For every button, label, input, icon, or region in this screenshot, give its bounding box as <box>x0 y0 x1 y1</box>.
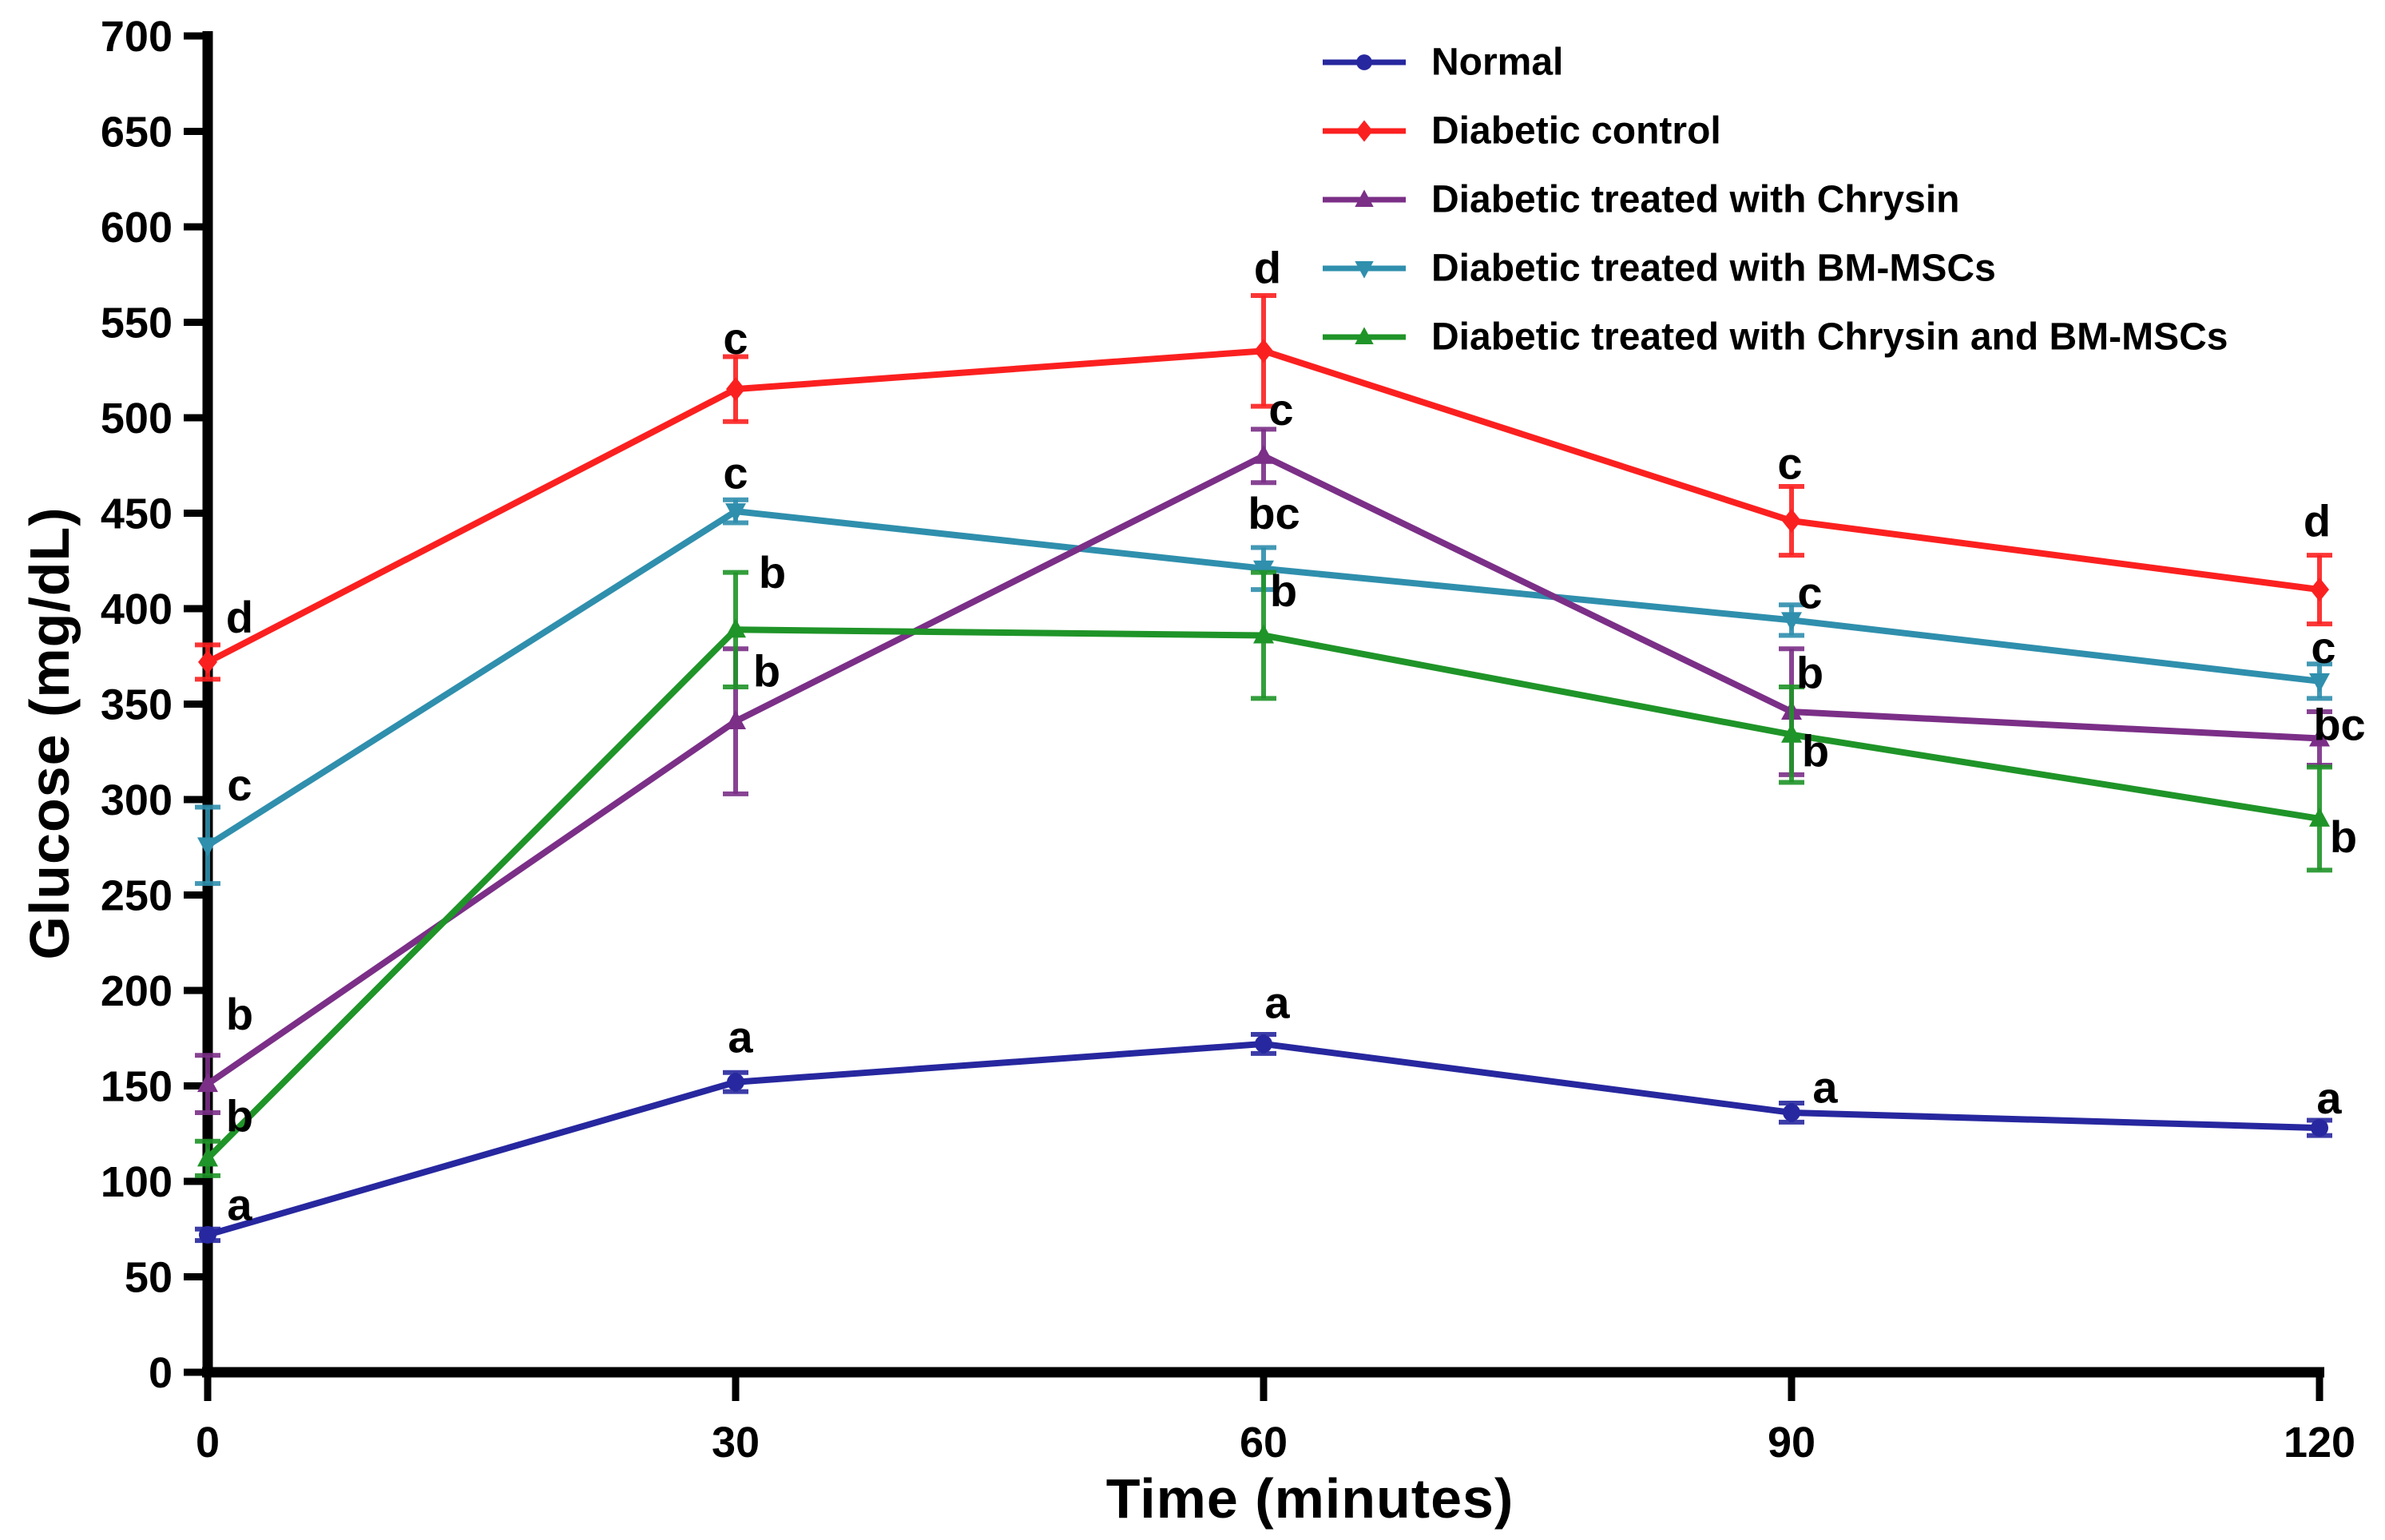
sig-letter: b <box>759 547 786 597</box>
marker-triangle <box>725 710 746 730</box>
marker-diamond <box>1782 509 1801 534</box>
axes <box>202 31 2324 1378</box>
legend-label: Diabetic control <box>1431 110 1721 153</box>
sig-letter: c <box>1777 439 1802 489</box>
sig-letter: c <box>1797 568 1822 618</box>
marker-triangle <box>2309 727 2330 747</box>
y-tick-label: 400 <box>101 585 173 633</box>
y-tick-label: 100 <box>101 1158 173 1206</box>
sig-letter: c <box>723 447 748 498</box>
marker-diamond <box>198 649 217 674</box>
x-tick-label: 0 <box>196 1419 220 1467</box>
marker-triangle-down <box>1781 612 1802 632</box>
sig-letter: bc <box>2313 700 2365 750</box>
legend-label: Diabetic treated with Chrysin <box>1431 179 1959 221</box>
marker-triangle <box>1253 624 1274 644</box>
series-diabetic-treated-with-bm-mscs <box>195 497 2332 887</box>
y-tick-label: 500 <box>101 395 173 443</box>
y-tick-label: 50 <box>125 1254 173 1302</box>
series-normal <box>195 1031 2332 1244</box>
marker-triangle-down <box>1355 261 1374 279</box>
x-tick-label: 120 <box>2284 1419 2355 1467</box>
legend-label: Normal <box>1431 42 1563 84</box>
marker-triangle-down <box>197 837 218 857</box>
sig-letter: b <box>2330 812 2357 862</box>
sig-letter: a <box>2316 1073 2342 1123</box>
legend-label: Diabetic treated with BM-MSCs <box>1431 248 1996 290</box>
y-tick-label: 300 <box>101 776 173 824</box>
sig-letter: a <box>227 1179 252 1229</box>
marker-diamond <box>1254 339 1273 363</box>
marker-triangle-down <box>2309 673 2330 693</box>
y-tick-label: 250 <box>101 872 173 920</box>
marker-diamond <box>726 377 745 402</box>
sig-letter: d <box>1254 243 1281 293</box>
sig-letter: a <box>1812 1062 1838 1113</box>
sig-letter: c <box>2311 622 2335 673</box>
y-tick-label: 550 <box>101 300 173 347</box>
sig-letter: a <box>1264 977 1290 1027</box>
marker-triangle <box>1253 444 1274 464</box>
marker-diamond <box>2310 578 2329 602</box>
y-tick-label: 650 <box>101 109 173 157</box>
y-tick-label: 150 <box>101 1063 173 1111</box>
sig-letter: b <box>753 646 780 697</box>
marker-diamond <box>1355 120 1373 142</box>
y-tick-label: 0 <box>149 1349 173 1397</box>
marker-triangle <box>1355 327 1374 344</box>
y-tick-label: 200 <box>101 967 173 1015</box>
marker-triangle <box>725 618 746 638</box>
sig-letter: b <box>1270 566 1297 616</box>
series-line <box>206 1040 2320 1238</box>
y-axis-ticks: 0 50 100 150 200 250 300 350 400 450 500 550 600 650 7… <box>101 13 208 1397</box>
marker-triangle <box>197 1147 218 1167</box>
x-axis-ticks: 0 30 60 90 120 <box>196 1372 2355 1467</box>
series-diabetic-treated-with-chrysin-and-bm-mscs <box>195 570 2332 1178</box>
marker-circle <box>1255 1034 1272 1053</box>
y-tick-label: 350 <box>101 681 173 729</box>
marker-triangle-down <box>725 503 746 523</box>
y-tick-label: 700 <box>101 13 173 61</box>
sig-letter: b <box>1802 725 1829 776</box>
series-diabetic-control <box>195 293 2332 682</box>
legend: Normal Diabetic control Diabetic treated w… <box>1323 42 2228 359</box>
sig-letter: c <box>1268 384 1293 435</box>
y-tick-label: 600 <box>101 204 173 252</box>
marker-circle <box>727 1073 744 1091</box>
sig-letter: c <box>227 760 252 810</box>
x-tick-label: 60 <box>1240 1419 1288 1467</box>
marker-triangle <box>2309 807 2330 827</box>
sig-letter: c <box>723 313 748 363</box>
sig-letter: bc <box>1248 488 1300 538</box>
sig-letter: d <box>226 592 253 642</box>
sig-letter: b <box>226 989 253 1039</box>
marker-triangle <box>1355 189 1374 207</box>
y-tick-label: 450 <box>101 490 173 538</box>
x-tick-label: 90 <box>1768 1419 1816 1467</box>
marker-triangle <box>197 1073 218 1093</box>
marker-circle <box>1783 1103 1800 1121</box>
marker-circle <box>2311 1119 2328 1137</box>
sig-letter: d <box>2304 496 2331 546</box>
sig-letter: a <box>728 1011 753 1062</box>
x-tick-label: 30 <box>712 1419 760 1467</box>
series-line <box>205 626 2320 1161</box>
legend-label: Diabetic treated with Chrysin and BM-MSC… <box>1431 316 2228 359</box>
marker-circle <box>1356 54 1372 70</box>
marker-triangle <box>1781 723 1802 743</box>
sig-letter: b <box>226 1090 253 1141</box>
sig-letter: b <box>1796 648 1823 698</box>
x-axis-title: Time (minutes) <box>1105 1467 1514 1530</box>
marker-circle <box>199 1225 216 1244</box>
